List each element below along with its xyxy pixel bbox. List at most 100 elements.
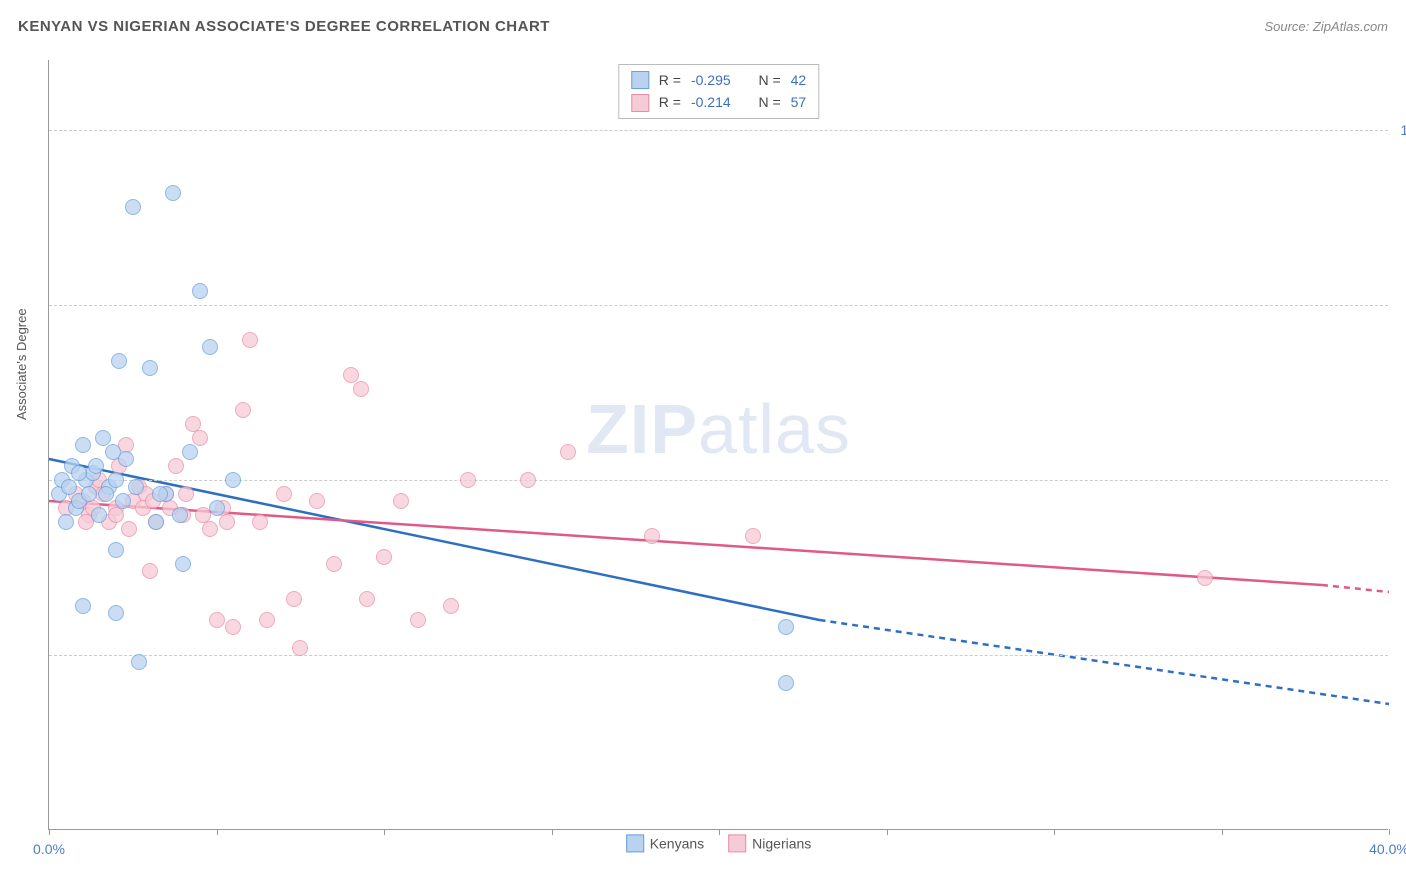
x-tick [552,829,553,835]
data-point-kenyans [778,619,794,635]
data-point-nigerians [219,514,235,530]
watermark-rest: atlas [698,390,851,468]
data-point-nigerians [168,458,184,474]
data-point-kenyans [131,654,147,670]
watermark: ZIPatlas [586,389,851,469]
x-tick [49,829,50,835]
data-point-kenyans [108,542,124,558]
data-point-kenyans [202,339,218,355]
legend-item-kenyans: Kenyans [626,834,704,852]
data-point-nigerians [192,430,208,446]
source-label: Source: ZipAtlas.com [1264,19,1388,34]
x-tick-label: 40.0% [1369,841,1406,857]
data-point-nigerians [209,612,225,628]
x-tick [1222,829,1223,835]
data-point-nigerians [225,619,241,635]
data-point-kenyans [225,472,241,488]
data-point-nigerians [259,612,275,628]
data-point-kenyans [115,493,131,509]
chart-area: ZIPatlas R = -0.295 N = 42 R = -0.214 N … [48,60,1388,830]
data-point-nigerians [520,472,536,488]
stats-row-kenyans: R = -0.295 N = 42 [631,69,806,91]
gridline [49,480,1388,481]
data-point-nigerians [410,612,426,628]
data-point-kenyans [182,444,198,460]
legend-label-kenyans: Kenyans [650,835,704,851]
data-point-kenyans [95,430,111,446]
swatch-kenyans [631,71,649,89]
n-label-kenyans: N = [758,69,780,91]
data-point-nigerians [108,507,124,523]
data-point-nigerians [443,598,459,614]
data-point-kenyans [71,465,87,481]
n-value-kenyans: 42 [791,69,807,91]
data-point-nigerians [286,591,302,607]
x-tick [384,829,385,835]
data-point-nigerians [142,563,158,579]
legend-swatch-kenyans [626,834,644,852]
data-point-kenyans [88,458,104,474]
data-point-nigerians [376,549,392,565]
stats-row-nigerians: R = -0.214 N = 57 [631,91,806,113]
data-point-nigerians [309,493,325,509]
stats-legend: R = -0.295 N = 42 R = -0.214 N = 57 [618,64,819,119]
data-point-kenyans [98,486,114,502]
data-point-nigerians [359,591,375,607]
data-point-nigerians [252,514,268,530]
watermark-bold: ZIP [586,390,698,468]
data-point-kenyans [128,479,144,495]
data-point-kenyans [108,472,124,488]
data-point-nigerians [393,493,409,509]
legend-swatch-nigerians [728,834,746,852]
chart-title: KENYAN VS NIGERIAN ASSOCIATE'S DEGREE CO… [18,18,550,35]
r-label-kenyans: R = [659,69,681,91]
legend-label-nigerians: Nigerians [752,835,811,851]
x-tick [1389,829,1390,835]
data-point-kenyans [61,479,77,495]
data-point-kenyans [108,605,124,621]
x-tick [1054,829,1055,835]
r-label-nigerians: R = [659,91,681,113]
data-point-kenyans [91,507,107,523]
data-point-kenyans [105,444,121,460]
x-tick-label: 0.0% [33,841,65,857]
data-point-nigerians [292,640,308,656]
data-point-nigerians [178,486,194,502]
r-value-nigerians: -0.214 [691,91,731,113]
data-point-kenyans [125,199,141,215]
data-point-kenyans [81,486,97,502]
data-point-kenyans [172,507,188,523]
data-point-kenyans [152,486,168,502]
gridline [49,305,1388,306]
n-value-nigerians: 57 [791,91,807,113]
data-point-kenyans [58,514,74,530]
data-point-nigerians [242,332,258,348]
n-label-nigerians: N = [758,91,780,113]
plot-region: ZIPatlas R = -0.295 N = 42 R = -0.214 N … [48,60,1388,830]
gridline [49,655,1388,656]
x-tick [887,829,888,835]
data-point-nigerians [326,556,342,572]
data-point-nigerians [121,521,137,537]
data-point-kenyans [111,353,127,369]
data-point-kenyans [165,185,181,201]
x-tick [719,829,720,835]
legend-item-nigerians: Nigerians [728,834,811,852]
data-point-nigerians [202,521,218,537]
data-point-nigerians [353,381,369,397]
data-point-kenyans [75,598,91,614]
data-point-nigerians [560,444,576,460]
data-point-nigerians [276,486,292,502]
data-point-kenyans [192,283,208,299]
r-value-kenyans: -0.295 [691,69,731,91]
data-point-nigerians [235,402,251,418]
trend-lines [49,60,1388,829]
data-point-nigerians [460,472,476,488]
series-legend: Kenyans Nigerians [626,834,812,852]
data-point-kenyans [209,500,225,516]
y-tick-label: 100.0% [1401,122,1406,138]
data-point-kenyans [175,556,191,572]
data-point-kenyans [75,437,91,453]
data-point-nigerians [644,528,660,544]
data-point-kenyans [778,675,794,691]
